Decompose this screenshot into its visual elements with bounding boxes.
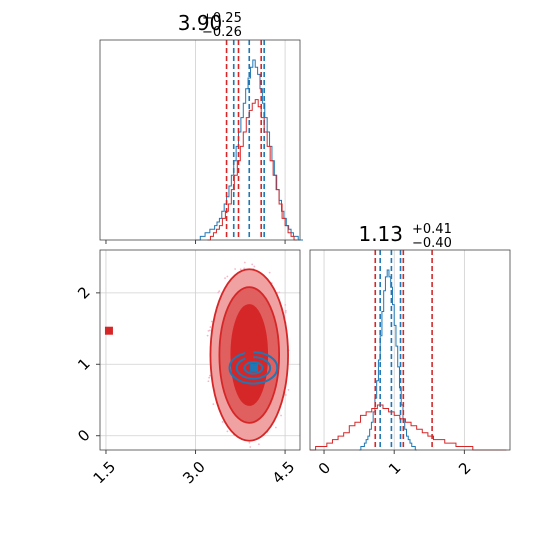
bl-scatter-point <box>207 380 210 383</box>
bl-scatter-point <box>221 421 224 423</box>
bl-xtick-label-0: 1.5 <box>90 458 120 488</box>
br-title-value: 1.13 <box>358 222 403 246</box>
br-xtick-label-0: 0 <box>315 459 334 478</box>
bl-ytick-label-0: 0 <box>74 426 93 445</box>
br-histogram-title: 1.13 <box>358 222 403 246</box>
bl-blue-contour-1 <box>235 356 272 380</box>
bl-xtick-label-2: 4.5 <box>269 458 299 488</box>
bl-scatter-point <box>284 311 287 314</box>
bl-scatter-point <box>226 430 229 433</box>
br-title-plus: +0.41 <box>412 222 452 237</box>
bl-scatter-point <box>284 304 287 306</box>
top-title-value: 3.90 <box>178 11 223 35</box>
top-histogram-red-series <box>207 99 298 241</box>
bl-scatter-point <box>208 329 211 332</box>
bl-scatter-point <box>253 265 256 268</box>
bl-scatter-point <box>248 441 251 444</box>
bottom-right-histogram-panel: 0 1 2 <box>309 249 511 478</box>
bl-panel-frame <box>99 249 301 451</box>
bl-scatter-point <box>243 261 246 264</box>
bl-scatter-point <box>287 388 290 391</box>
bl-scatter-point <box>268 271 271 274</box>
bl-scatter-point <box>278 291 281 294</box>
top-left-histogram-panel <box>99 39 303 244</box>
bl-ytick-label-1: 1 <box>74 355 93 374</box>
bl-scatter-point <box>207 330 210 332</box>
bl-scatter-point <box>234 268 237 270</box>
br-histogram-blue-series <box>359 269 418 451</box>
br-xtick-label-1: 1 <box>385 459 404 478</box>
bl-blue-contour-2 <box>228 351 279 385</box>
bl-scatter-point <box>239 268 242 271</box>
bl-scatter-point <box>218 290 221 293</box>
bottom-left-contour-panel: 1.5 3.0 4.5 0 1 2 <box>74 249 301 488</box>
bl-scatter-point <box>280 414 282 417</box>
top-panel-frame <box>99 39 301 241</box>
br-xtick-label-2: 2 <box>455 459 474 478</box>
top-title-plus: +0.25 <box>202 11 242 26</box>
bl-scatter-point <box>249 446 252 448</box>
bl-scatter-point <box>243 267 246 270</box>
top-title-minus: −0.26 <box>202 25 242 40</box>
br-histogram-red-series <box>310 404 507 451</box>
bl-scatter-point <box>257 443 260 446</box>
bl-scatter-point <box>209 374 211 377</box>
top-histogram-title: 3.90 <box>178 11 223 35</box>
bl-scatter-point <box>208 376 211 379</box>
br-panel-frame <box>309 249 511 451</box>
bl-scatter-point <box>274 426 277 429</box>
bl-marker-blue-2 <box>250 363 259 372</box>
bl-scatter-point <box>206 334 209 337</box>
bl-scatter-point <box>224 277 226 280</box>
bl-scatter-point <box>212 403 215 406</box>
br-title-minus: −0.40 <box>412 236 452 251</box>
bl-scatter-point <box>284 309 287 312</box>
bl-scatter-point <box>251 263 254 266</box>
top-histogram-blue-series <box>195 59 303 241</box>
bl-marker-red-1 <box>245 351 254 359</box>
bl-xtick-label-1: 3.0 <box>179 458 209 488</box>
bl-scatter-point <box>226 275 229 278</box>
bl-scatter-point <box>217 291 220 294</box>
bl-scatter-point <box>210 320 213 323</box>
bl-scatter-point <box>209 326 212 328</box>
bl-ytick-label-2: 2 <box>74 283 93 302</box>
bl-scatter-point <box>284 394 287 396</box>
bl-blue-contour-0 <box>243 361 264 375</box>
bl-marker-red-0 <box>104 326 113 335</box>
